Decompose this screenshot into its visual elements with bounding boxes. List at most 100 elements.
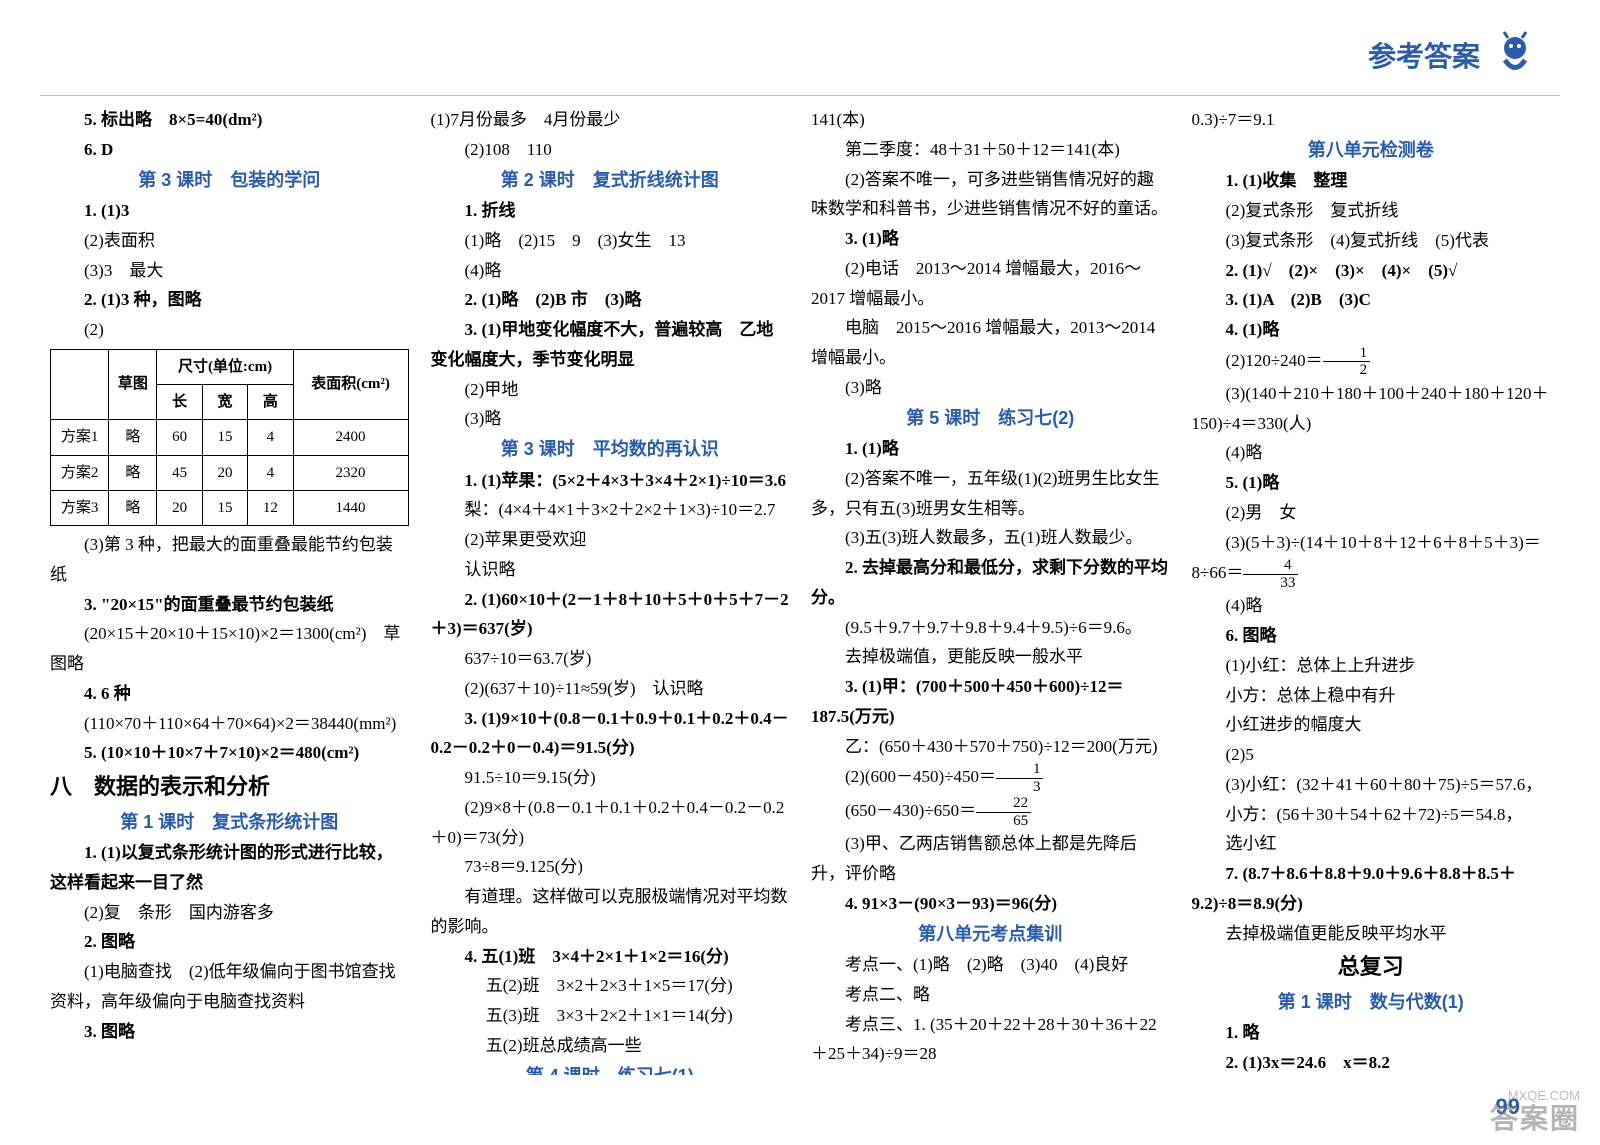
text: (3)略 xyxy=(431,404,790,434)
text: (2) xyxy=(50,315,409,345)
text: 3. 图略 xyxy=(50,1017,409,1047)
watermark: 答案圈 xyxy=(1490,1097,1580,1137)
text: (2)男 女 xyxy=(1192,498,1551,528)
text: 1. 折线 xyxy=(431,196,790,226)
text: (2)答案不唯一，五年级(1)(2)班男生比女生多，只有五(3)班男女生相等。 xyxy=(811,464,1170,524)
text: 637÷10＝63.7(岁) xyxy=(431,644,790,674)
table-row: 方案2略452042320 xyxy=(51,455,409,490)
text: 1. (1)收集 整理 xyxy=(1192,166,1551,196)
text: (3)(5＋3)÷(14＋10＋8＋12＋6＋8＋5＋3)＝8÷66＝433 xyxy=(1192,528,1551,592)
text: 3. (1)9×10＋(0.8－0.1＋0.9＋0.1＋0.2＋0.4－0.2－… xyxy=(431,704,790,764)
text: 考点一、(1)略 (2)略 (3)40 (4)良好 xyxy=(811,950,1170,980)
text: 有道理。这样做可以克服极端情况对平均数的影响。 xyxy=(431,882,790,942)
text: (2)9×8＋(0.8－0.1＋0.1＋0.2＋0.4－0.2－0.2＋0)＝7… xyxy=(431,793,790,853)
text: 2. (1)3x＝24.6 x＝8.2 xyxy=(1192,1048,1551,1075)
lesson-title: 第 1 课时 复式条形统计图 xyxy=(50,807,409,839)
text: 2. (1)3 种，图略 xyxy=(50,285,409,315)
text: 梨：(4×4＋4×1＋3×2＋2×2＋1×3)÷10＝2.7 xyxy=(431,495,790,525)
text: (3)甲、乙两店销售额总体上都是先降后升，评价略 xyxy=(811,829,1170,889)
text: 4. 五(1)班 3×4＋2×1＋1×2＝16(分) xyxy=(431,942,790,972)
text: (3)第 3 种，把最大的面重叠最能节约包装纸 xyxy=(50,530,409,590)
text: (1)7月份最多 4月份最少 xyxy=(431,105,790,135)
text: 4. 91×3－(90×3－93)＝96(分) xyxy=(811,889,1170,919)
text: (3)五(3)班人数最多，五(1)班人数最少。 xyxy=(811,523,1170,553)
text: 认识略 xyxy=(431,555,790,585)
text: 3. (1)A (2)B (3)C xyxy=(1192,285,1551,315)
text: (4)略 xyxy=(1192,591,1551,621)
text: 91.5÷10＝9.15(分) xyxy=(431,763,790,793)
text: (1)电脑查找 (2)低年级偏向于图书馆查找资料，高年级偏向于电脑查找资料 xyxy=(50,957,409,1017)
plan-table: 草图 尺寸(单位:cm) 表面积(cm²) 长宽高 方案1略601542400 … xyxy=(50,349,409,526)
text: 考点二、略 xyxy=(811,980,1170,1010)
text: 2. (1)60×10＋(2－1＋8＋10＋5＋0＋5＋7－2＋3)＝637(岁… xyxy=(431,585,790,645)
text: 6. D xyxy=(50,135,409,165)
text: (2)5 xyxy=(1192,740,1551,770)
text: (9.5＋9.7＋9.7＋9.8＋9.4＋9.5)÷6＝9.6。 xyxy=(811,613,1170,643)
text: 3. (1)甲：(700＋500＋450＋600)÷12＝187.5(万元) xyxy=(811,672,1170,732)
lesson-title: 第 3 课时 平均数的再认识 xyxy=(431,434,790,466)
lesson-title: 第 2 课时 复式折线统计图 xyxy=(431,165,790,197)
text: 1. (1)苹果：(5×2＋4×3＋3×4＋2×1)÷10＝3.6 xyxy=(431,466,790,496)
text: 乙：(650＋430＋570＋750)÷12＝200(万元) xyxy=(811,732,1170,762)
divider xyxy=(40,95,1560,96)
text: (110×70＋110×64＋70×64)×2＝38440(mm²) xyxy=(50,709,409,739)
text: 1. (1)略 xyxy=(811,434,1170,464)
text: 五(3)班 3×3＋2×2＋1×1＝14(分) xyxy=(431,1001,790,1031)
text: 去掉极端值更能反映平均水平 xyxy=(1192,919,1551,949)
text: 小方：(56＋30＋54＋62＋72)÷5＝54.8， xyxy=(1192,800,1551,830)
text: (1)小红：总体上上升进步 xyxy=(1192,651,1551,681)
content-columns: 5. 标出略 8×5=40(dm²) 6. D 第 3 课时 包装的学问 1. … xyxy=(50,105,1550,1075)
text: (3)略 xyxy=(811,373,1170,403)
text: (2)表面积 xyxy=(50,226,409,256)
text: (2)电话 2013～2014 增幅最大，2016～2017 增幅最小。 xyxy=(811,254,1170,314)
text: (2)(600－450)÷450＝13 xyxy=(811,761,1170,795)
text: (3)3 最大 xyxy=(50,256,409,286)
column-4: 0.3)÷7＝9.1 第八单元检测卷 1. (1)收集 整理 (2)复式条形 复… xyxy=(1192,105,1551,1075)
text: 3. (1)甲地变化幅度不大，普遍较高 乙地变化幅度大，季节变化明显 xyxy=(431,315,790,375)
text: 五(2)班 3×2＋2×3＋1×5＝17(分) xyxy=(431,971,790,1001)
text: 2. 图略 xyxy=(50,927,409,957)
column-1: 5. 标出略 8×5=40(dm²) 6. D 第 3 课时 包装的学问 1. … xyxy=(50,105,409,1075)
mascot-icon xyxy=(1490,30,1540,80)
text: 6. 图略 xyxy=(1192,621,1551,651)
text: (3)复式条形 (4)复式折线 (5)代表 xyxy=(1192,226,1551,256)
lesson-title: 第 5 课时 练习七(2) xyxy=(811,403,1170,435)
unit-title: 八 数据的表示和分析 xyxy=(50,768,409,807)
text: 2. (1)√ (2)× (3)× (4)× (5)√ xyxy=(1192,256,1551,286)
text: 5. 标出略 8×5=40(dm²) xyxy=(50,105,409,135)
text: 73÷8＝9.125(分) xyxy=(431,852,790,882)
text: 3. "20×15"的面重叠最节约包装纸 xyxy=(50,590,409,620)
text: 0.3)÷7＝9.1 xyxy=(1192,105,1551,135)
text: 1. (1)以复式条形统计图的形式进行比较，这样看起来一目了然 xyxy=(50,838,409,898)
text: 电脑 2015～2016 增幅最大，2013～2014 增幅最小。 xyxy=(811,313,1170,373)
lesson-title: 第 4 课时 练习七(1) xyxy=(431,1061,790,1076)
text: 去掉极端值，更能反映一般水平 xyxy=(811,642,1170,672)
text: (1)略 (2)15 9 (3)女生 13 xyxy=(431,226,790,256)
lesson-title: 第八单元考点集训 xyxy=(811,919,1170,951)
text: 2. (7×9＋0＋0.2－0.2－0.2＋0.4＋0＋ xyxy=(811,1069,1170,1075)
lesson-title: 第八单元检测卷 xyxy=(1192,135,1551,167)
text: 小方：总体上稳中有升 xyxy=(1192,681,1551,711)
text: 7. (8.7＋8.6＋8.8＋9.0＋9.6＋8.8＋8.5＋9.2)÷8＝8… xyxy=(1192,859,1551,919)
text: 3. (1)略 xyxy=(811,224,1170,254)
table-row: 方案3略2015121440 xyxy=(51,490,409,525)
text: (20×15＋20×10＋15×10)×2＝1300(cm²) 草图略 xyxy=(50,619,409,679)
header-title: 参考答案 xyxy=(1368,35,1480,75)
text: 1. 略 xyxy=(1192,1018,1551,1048)
text: 第二季度：48＋31＋50＋12＝141(本) xyxy=(811,135,1170,165)
text: (650－430)÷650＝2265 xyxy=(811,795,1170,829)
text: 141(本) xyxy=(811,105,1170,135)
text: 5. (10×10＋10×7＋7×10)×2＝480(cm²) xyxy=(50,738,409,768)
text: (2)复 条形 国内游客多 xyxy=(50,898,409,928)
text: (2)120÷240＝12 xyxy=(1192,345,1551,379)
text: (2)复式条形 复式折线 xyxy=(1192,196,1551,226)
table-row: 方案1略601542400 xyxy=(51,420,409,455)
text: 2. 去掉最高分和最低分，求剩下分数的平均分。 xyxy=(811,553,1170,613)
text: 2. (1)略 (2)B 市 (3)略 xyxy=(431,285,790,315)
text: (2)甲地 xyxy=(431,375,790,405)
text: (3)小红：(32＋41＋60＋80＋75)÷5＝57.6， xyxy=(1192,770,1551,800)
text: 4. (1)略 xyxy=(1192,315,1551,345)
text: (3)(140＋210＋180＋100＋240＋180＋120＋150)÷4＝3… xyxy=(1192,379,1551,439)
lesson-title: 第 1 课时 数与代数(1) xyxy=(1192,987,1551,1019)
text: (2)108 110 xyxy=(431,135,790,165)
